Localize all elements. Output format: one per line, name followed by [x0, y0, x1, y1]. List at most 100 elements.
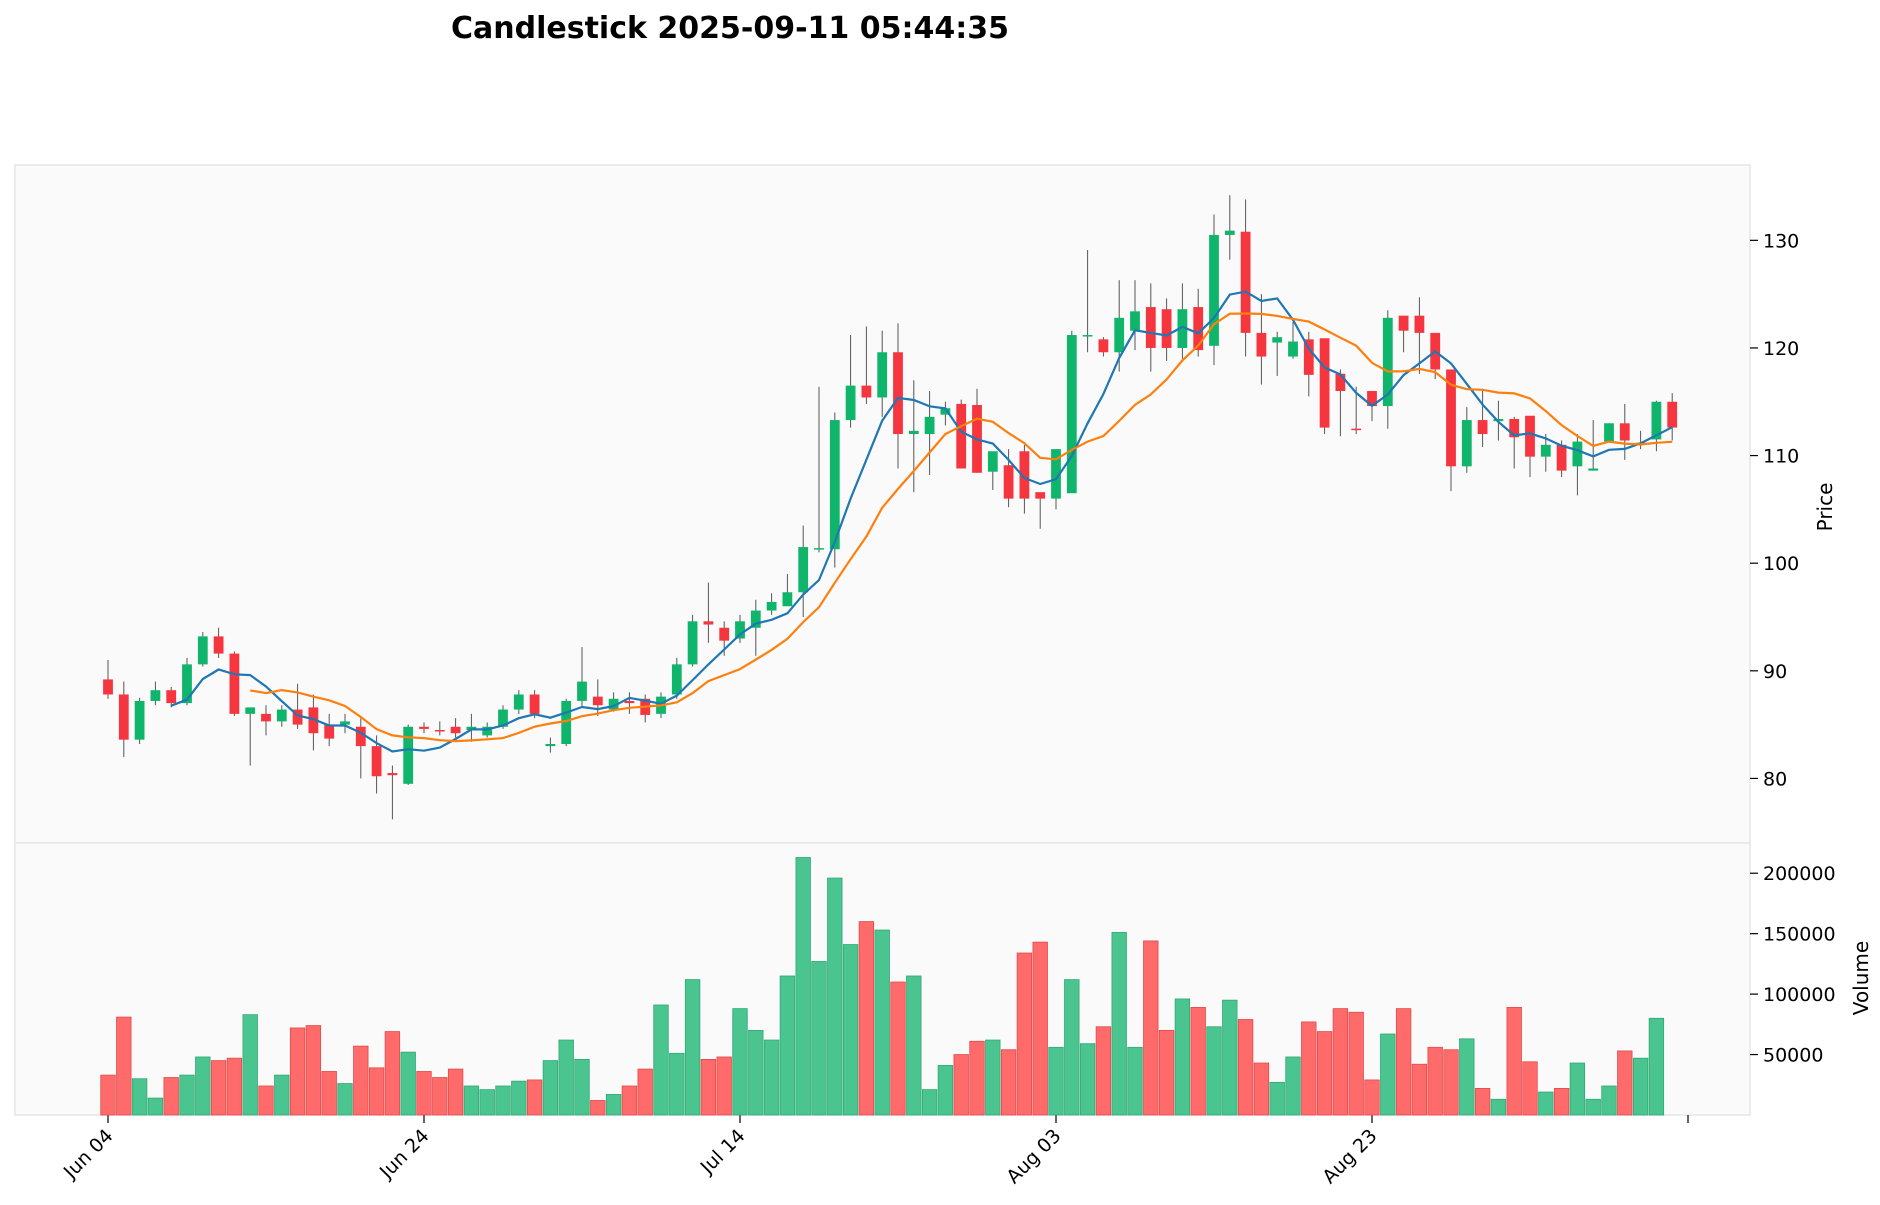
candle-body: [292, 709, 303, 725]
x-tick-label: Jun 04: [59, 1125, 118, 1184]
volume-bar: [526, 1079, 543, 1116]
volume-bar: [1411, 1063, 1428, 1116]
candle-body: [1209, 234, 1219, 346]
candle-body: [403, 726, 414, 784]
candle-body: [671, 664, 682, 695]
chart-title: Candlestick 2025-09-11 05:44:35: [451, 11, 1009, 46]
candle-body: [924, 416, 935, 435]
candle-body: [245, 707, 256, 714]
candle-body: [1446, 369, 1456, 467]
price-tick-label: 130: [1763, 230, 1799, 252]
candle-body: [1098, 339, 1109, 353]
volume-bar: [621, 1085, 638, 1116]
volume-bar: [1522, 1061, 1538, 1116]
candle-body: [940, 408, 951, 415]
volume-bars: [100, 857, 1665, 1116]
volume-bar: [1237, 1019, 1254, 1116]
volume-bar: [985, 1039, 1001, 1116]
candle-body: [150, 690, 161, 701]
candle-body: [1382, 317, 1393, 407]
candle-body: [1319, 338, 1330, 428]
volume-bar: [858, 921, 875, 1116]
volume-bar: [1269, 1081, 1285, 1116]
volume-bar: [558, 1039, 574, 1116]
volume-bar: [637, 1068, 653, 1116]
volume-bar: [353, 1045, 369, 1116]
volume-bar: [210, 1060, 227, 1116]
candle-body: [735, 621, 745, 639]
volume-bar: [1095, 1026, 1112, 1116]
volume-bar: [1427, 1046, 1443, 1116]
price-axis: 80 90 100 110 120 130: [1750, 230, 1799, 790]
volume-bar: [732, 1008, 748, 1116]
candle-body: [387, 773, 398, 776]
volume-bar: [274, 1074, 290, 1116]
volume-bar: [511, 1080, 527, 1116]
volume-bar: [1000, 1049, 1017, 1116]
volume-bar: [479, 1089, 495, 1116]
volume-bar: [1332, 1008, 1349, 1116]
candle-body: [1066, 335, 1077, 494]
candle-body: [118, 694, 129, 740]
candle-body: [829, 420, 840, 550]
candle-body: [719, 627, 730, 641]
volume-bar: [1064, 979, 1080, 1116]
candle-body: [1604, 423, 1614, 442]
volume-bar: [795, 857, 811, 1116]
volume-bar: [542, 1060, 559, 1116]
candle-body: [750, 610, 761, 628]
volume-bar: [1016, 952, 1033, 1116]
price-axis-label: Price: [1813, 483, 1837, 532]
price-panel: [14, 164, 1751, 844]
volume-bar: [1569, 1062, 1586, 1116]
candle-body: [529, 694, 540, 714]
candle-body: [1619, 423, 1630, 441]
volume-bar: [1443, 1049, 1459, 1116]
volume-bar: [763, 1039, 780, 1116]
volume-bar: [1301, 1021, 1317, 1116]
volume-bar: [969, 1040, 985, 1116]
candle-body: [1003, 465, 1014, 499]
volume-bar: [906, 975, 922, 1116]
volume-bar: [1585, 1098, 1601, 1116]
price-tick-label: 100: [1763, 553, 1799, 575]
volume-bar: [827, 877, 843, 1116]
candle-body: [687, 621, 698, 665]
candle-body: [1525, 415, 1535, 457]
ma-long-line: [250, 312, 1673, 743]
volume-bar: [1459, 1038, 1475, 1116]
candle-body: [592, 696, 603, 706]
candle-body: [355, 726, 366, 747]
candle-body: [1082, 335, 1093, 337]
volume-bar: [258, 1085, 274, 1116]
volume-bar: [953, 1054, 969, 1116]
volume-bar: [716, 1056, 732, 1116]
candle-body: [1556, 444, 1567, 471]
candle-body: [1461, 420, 1472, 467]
candle-body: [1509, 418, 1520, 438]
candle-body: [1193, 307, 1204, 351]
candle-body: [1667, 401, 1678, 428]
volume-bar: [921, 1089, 938, 1116]
x-tick-label: Jul 14: [696, 1125, 750, 1179]
candle-body: [1145, 307, 1156, 348]
candle-body: [561, 700, 572, 744]
price-tick-label: 90: [1763, 661, 1787, 683]
candle-body: [324, 724, 335, 739]
candle-body: [166, 690, 177, 704]
volume-bar: [1474, 1088, 1491, 1116]
candle-body: [956, 403, 967, 469]
volume-bar: [116, 1016, 132, 1116]
volume-tick-label: 100000: [1763, 984, 1836, 1006]
candle-body: [1035, 492, 1046, 499]
volume-bar: [242, 1014, 258, 1116]
candle-body: [182, 664, 192, 704]
volume-bar: [890, 981, 906, 1116]
volume-tick-label: 150000: [1763, 924, 1836, 946]
volume-bar: [1348, 1011, 1364, 1116]
volume-tick-label: 50000: [1763, 1045, 1823, 1067]
candle-body: [1588, 468, 1599, 471]
candle-body: [877, 352, 888, 398]
volume-bar: [590, 1100, 606, 1116]
candle-body: [1019, 451, 1030, 499]
